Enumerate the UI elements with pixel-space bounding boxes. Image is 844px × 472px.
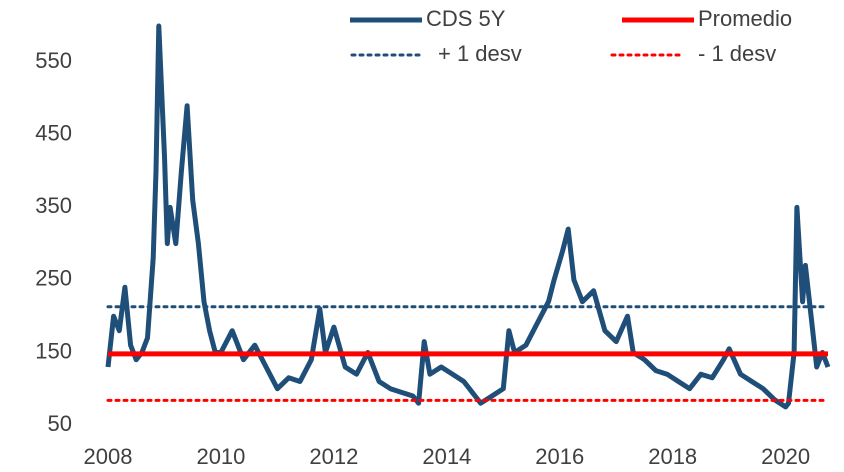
- x-tick-label: 2014: [422, 444, 471, 469]
- x-tick-label: 2012: [309, 444, 358, 469]
- legend-label: Promedio: [698, 6, 792, 31]
- y-tick-label: 50: [48, 411, 72, 436]
- x-tick-label: 2010: [196, 444, 245, 469]
- legend-label: + 1 desv: [438, 41, 522, 66]
- x-tick-label: 2016: [535, 444, 584, 469]
- legend-label: CDS 5Y: [426, 6, 506, 31]
- x-tick-label: 2020: [761, 444, 810, 469]
- y-tick-label: 250: [35, 266, 72, 291]
- y-tick-label: 350: [35, 193, 72, 218]
- data-line: [105, 23, 831, 410]
- y-tick-label: 550: [35, 48, 72, 73]
- x-tick-label: 2018: [648, 444, 697, 469]
- y-tick-label: 150: [35, 338, 72, 363]
- x-tick-label: 2008: [84, 444, 133, 469]
- y-tick-label: 450: [35, 121, 72, 146]
- legend-label: - 1 desv: [698, 41, 776, 66]
